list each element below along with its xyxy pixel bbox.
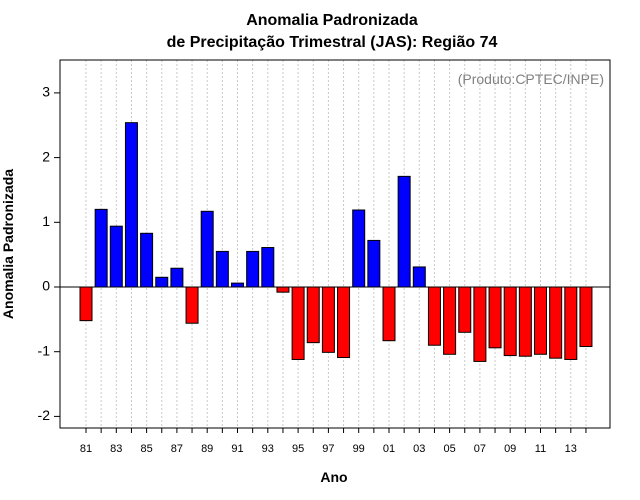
bar-90 <box>215 250 229 288</box>
x-axis-title: Ano <box>320 469 347 485</box>
bar-89 <box>200 210 214 288</box>
y-tick-label: 3 <box>42 84 50 100</box>
x-tick-label: 07 <box>474 443 486 455</box>
bar-02 <box>397 175 411 288</box>
x-tick-label: 09 <box>504 443 516 455</box>
bar-00 <box>367 239 381 288</box>
source-annotation: (Produto:CPTEC/INPE) <box>458 71 604 87</box>
chart-subtitle: de Precipitação Trimestral (JAS): Região… <box>167 34 498 51</box>
bar-96 <box>306 286 320 344</box>
bar-94 <box>276 286 290 293</box>
bar-11 <box>534 286 547 355</box>
y-tick-label: -1 <box>38 342 51 358</box>
x-tick-label: 11 <box>535 443 546 455</box>
bar-83 <box>109 225 123 288</box>
bar-01 <box>382 286 396 342</box>
vertical-grid <box>85 60 587 428</box>
x-axis: 81 83 85 87 89 91 93 95 97 99 01 03 05 07 09 11 13 <box>80 428 587 455</box>
bar-91 <box>231 282 244 288</box>
y-tick-label: -2 <box>38 407 51 423</box>
chart-title: Anomalia Padronizada <box>246 12 418 29</box>
x-tick-label: 95 <box>292 443 304 455</box>
bar-95 <box>291 286 305 360</box>
bar-06 <box>458 286 472 333</box>
bar-07 <box>473 286 487 362</box>
x-tick-label: 05 <box>443 443 455 455</box>
bar-82 <box>94 208 108 288</box>
bar-81 <box>79 286 93 322</box>
plot-frame <box>59 59 611 429</box>
bar-09 <box>503 286 517 357</box>
bar-12 <box>549 286 563 359</box>
bar-87 <box>170 267 184 288</box>
bars <box>79 122 593 362</box>
bar-03 <box>412 266 426 288</box>
x-tick-label: 87 <box>171 443 183 455</box>
bar-86 <box>155 276 169 288</box>
bar-13 <box>564 286 578 360</box>
bar-93 <box>261 247 275 288</box>
bar-97 <box>321 286 335 353</box>
x-tick-label: 97 <box>322 443 334 455</box>
bar-14 <box>579 286 593 348</box>
bar-99 <box>352 209 366 288</box>
x-tick-label: 93 <box>262 443 274 455</box>
bar-85 <box>140 232 154 288</box>
x-tick-label: 89 <box>201 443 213 455</box>
x-tick-label: 01 <box>383 443 395 455</box>
bar-04 <box>427 286 441 346</box>
x-tick-label: 13 <box>565 443 577 455</box>
bar-88 <box>185 286 199 324</box>
y-axis: -2 -1 0 1 2 3 <box>38 84 60 423</box>
y-tick-label: 2 <box>42 148 50 164</box>
bar-08 <box>488 286 502 349</box>
x-tick-label: 81 <box>80 443 92 455</box>
y-tick-label: 0 <box>42 278 50 294</box>
bar-05 <box>443 286 457 355</box>
bar-92 <box>246 250 260 288</box>
bar-84 <box>124 122 138 288</box>
bar-10 <box>518 286 532 357</box>
x-tick-label: 99 <box>353 443 365 455</box>
x-tick-label: 83 <box>110 443 122 455</box>
x-tick-label: 03 <box>413 443 425 455</box>
x-tick-label: 85 <box>140 443 152 455</box>
x-tick-label: 91 <box>231 443 243 455</box>
y-axis-title: Anomalia Padronizada <box>0 169 16 319</box>
y-tick-label: 1 <box>42 213 50 229</box>
bar-98 <box>337 286 351 359</box>
